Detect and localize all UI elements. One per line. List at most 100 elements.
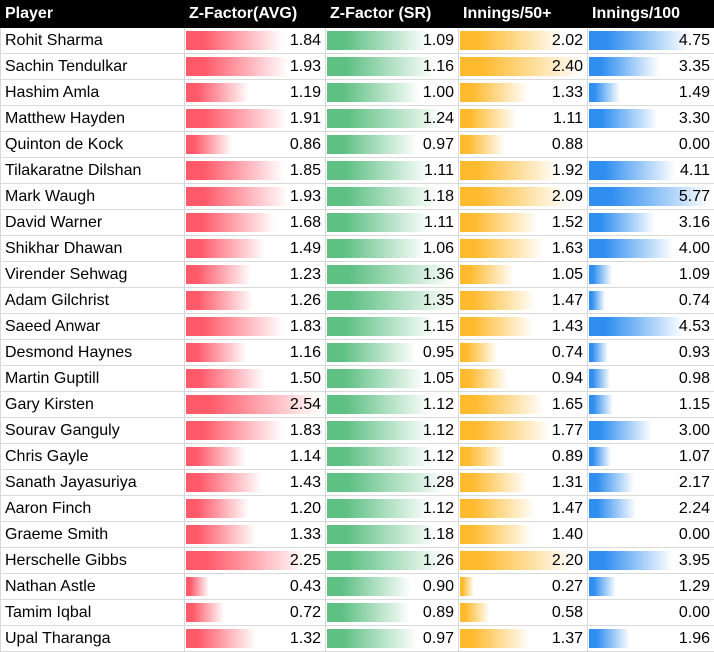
player-name-cell[interactable]: Tamim Iqbal (1, 600, 185, 626)
innings-50-cell[interactable]: 0.88 (459, 132, 588, 158)
player-name-cell[interactable]: Saeed Anwar (1, 314, 185, 340)
z-factor-avg-cell[interactable]: 1.91 (185, 106, 326, 132)
innings-50-cell[interactable]: 1.65 (459, 392, 588, 418)
z-factor-sr-cell[interactable]: 0.97 (326, 626, 459, 652)
z-factor-sr-cell[interactable]: 1.24 (326, 106, 459, 132)
innings-100-cell[interactable]: 4.75 (588, 28, 714, 54)
player-name-cell[interactable]: David Warner (1, 210, 185, 236)
innings-50-cell[interactable]: 1.33 (459, 80, 588, 106)
innings-50-cell[interactable]: 1.05 (459, 262, 588, 288)
z-factor-sr-cell[interactable]: 1.11 (326, 210, 459, 236)
innings-50-cell[interactable]: 2.02 (459, 28, 588, 54)
player-name-cell[interactable]: Matthew Hayden (1, 106, 185, 132)
innings-100-cell[interactable]: 1.29 (588, 574, 714, 600)
z-factor-sr-cell[interactable]: 1.18 (326, 184, 459, 210)
z-factor-avg-cell[interactable]: 1.50 (185, 366, 326, 392)
player-name-cell[interactable]: Rohit Sharma (1, 28, 185, 54)
innings-100-cell[interactable]: 4.11 (588, 158, 714, 184)
innings-50-cell[interactable]: 1.77 (459, 418, 588, 444)
player-name-cell[interactable]: Tilakaratne Dilshan (1, 158, 185, 184)
z-factor-avg-cell[interactable]: 1.19 (185, 80, 326, 106)
player-name-cell[interactable]: Martin Guptill (1, 366, 185, 392)
z-factor-avg-cell[interactable]: 1.93 (185, 184, 326, 210)
z-factor-sr-cell[interactable]: 1.18 (326, 522, 459, 548)
z-factor-sr-cell[interactable]: 1.00 (326, 80, 459, 106)
z-factor-sr-cell[interactable]: 1.15 (326, 314, 459, 340)
player-name-cell[interactable]: Sachin Tendulkar (1, 54, 185, 80)
z-factor-sr-cell[interactable]: 1.16 (326, 54, 459, 80)
innings-50-cell[interactable]: 1.37 (459, 626, 588, 652)
innings-100-cell[interactable]: 0.93 (588, 340, 714, 366)
innings-50-cell[interactable]: 1.47 (459, 288, 588, 314)
z-factor-avg-cell[interactable]: 1.14 (185, 444, 326, 470)
z-factor-avg-cell[interactable]: 1.68 (185, 210, 326, 236)
player-name-cell[interactable]: Adam Gilchrist (1, 288, 185, 314)
innings-100-cell[interactable]: 3.00 (588, 418, 714, 444)
z-factor-sr-cell[interactable]: 0.89 (326, 600, 459, 626)
header-innings-100[interactable]: Innings/100 (588, 1, 714, 28)
z-factor-avg-cell[interactable]: 1.84 (185, 28, 326, 54)
innings-50-cell[interactable]: 0.94 (459, 366, 588, 392)
z-factor-avg-cell[interactable]: 2.54 (185, 392, 326, 418)
z-factor-sr-cell[interactable]: 0.97 (326, 132, 459, 158)
header-player[interactable]: Player (1, 1, 185, 28)
z-factor-sr-cell[interactable]: 1.11 (326, 158, 459, 184)
z-factor-avg-cell[interactable]: 1.83 (185, 314, 326, 340)
player-name-cell[interactable]: Quinton de Kock (1, 132, 185, 158)
z-factor-avg-cell[interactable]: 1.26 (185, 288, 326, 314)
player-name-cell[interactable]: Hashim Amla (1, 80, 185, 106)
player-name-cell[interactable]: Shikhar Dhawan (1, 236, 185, 262)
innings-100-cell[interactable]: 0.98 (588, 366, 714, 392)
z-factor-avg-cell[interactable]: 1.23 (185, 262, 326, 288)
player-name-cell[interactable]: Herschelle Gibbs (1, 548, 185, 574)
innings-100-cell[interactable]: 1.49 (588, 80, 714, 106)
innings-50-cell[interactable]: 1.31 (459, 470, 588, 496)
innings-50-cell[interactable]: 1.52 (459, 210, 588, 236)
z-factor-sr-cell[interactable]: 1.12 (326, 392, 459, 418)
z-factor-sr-cell[interactable]: 1.06 (326, 236, 459, 262)
player-name-cell[interactable]: Upal Tharanga (1, 626, 185, 652)
z-factor-avg-cell[interactable]: 1.49 (185, 236, 326, 262)
z-factor-avg-cell[interactable]: 1.20 (185, 496, 326, 522)
z-factor-avg-cell[interactable]: 1.16 (185, 340, 326, 366)
innings-100-cell[interactable]: 1.15 (588, 392, 714, 418)
innings-50-cell[interactable]: 2.20 (459, 548, 588, 574)
player-name-cell[interactable]: Sanath Jayasuriya (1, 470, 185, 496)
innings-100-cell[interactable]: 3.95 (588, 548, 714, 574)
innings-100-cell[interactable]: 1.96 (588, 626, 714, 652)
z-factor-avg-cell[interactable]: 0.43 (185, 574, 326, 600)
header-z-factor-avg[interactable]: Z-Factor(AVG) (185, 1, 326, 28)
z-factor-avg-cell[interactable]: 1.93 (185, 54, 326, 80)
innings-100-cell[interactable]: 3.30 (588, 106, 714, 132)
innings-100-cell[interactable]: 1.07 (588, 444, 714, 470)
innings-100-cell[interactable]: 3.16 (588, 210, 714, 236)
player-name-cell[interactable]: Gary Kirsten (1, 392, 185, 418)
innings-50-cell[interactable]: 1.63 (459, 236, 588, 262)
z-factor-avg-cell[interactable]: 1.43 (185, 470, 326, 496)
innings-50-cell[interactable]: 2.09 (459, 184, 588, 210)
header-z-factor-sr[interactable]: Z-Factor (SR) (326, 1, 459, 28)
innings-100-cell[interactable]: 5.77 (588, 184, 714, 210)
z-factor-sr-cell[interactable]: 0.95 (326, 340, 459, 366)
innings-100-cell[interactable]: 2.24 (588, 496, 714, 522)
z-factor-sr-cell[interactable]: 1.36 (326, 262, 459, 288)
innings-50-cell[interactable]: 1.92 (459, 158, 588, 184)
z-factor-sr-cell[interactable]: 1.26 (326, 548, 459, 574)
innings-100-cell[interactable]: 4.00 (588, 236, 714, 262)
innings-100-cell[interactable]: 0.00 (588, 522, 714, 548)
z-factor-avg-cell[interactable]: 1.32 (185, 626, 326, 652)
innings-100-cell[interactable]: 2.17 (588, 470, 714, 496)
innings-100-cell[interactable]: 3.35 (588, 54, 714, 80)
innings-50-cell[interactable]: 0.89 (459, 444, 588, 470)
innings-50-cell[interactable]: 1.43 (459, 314, 588, 340)
innings-50-cell[interactable]: 0.58 (459, 600, 588, 626)
z-factor-avg-cell[interactable]: 0.72 (185, 600, 326, 626)
z-factor-avg-cell[interactable]: 1.83 (185, 418, 326, 444)
player-name-cell[interactable]: Virender Sehwag (1, 262, 185, 288)
innings-50-cell[interactable]: 0.74 (459, 340, 588, 366)
innings-50-cell[interactable]: 0.27 (459, 574, 588, 600)
innings-100-cell[interactable]: 0.00 (588, 132, 714, 158)
z-factor-sr-cell[interactable]: 1.35 (326, 288, 459, 314)
innings-100-cell[interactable]: 4.53 (588, 314, 714, 340)
z-factor-sr-cell[interactable]: 1.12 (326, 496, 459, 522)
